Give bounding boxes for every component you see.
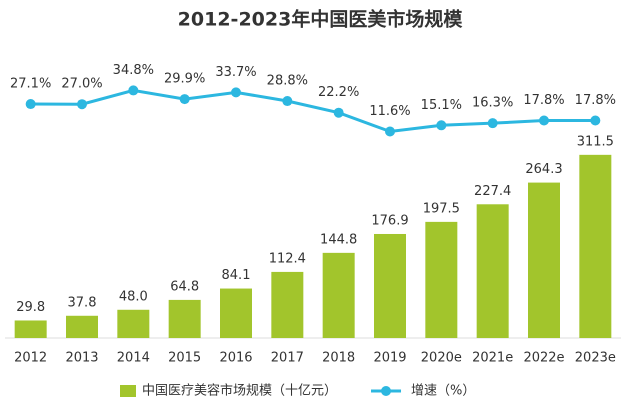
data-label: 15.1% (421, 98, 462, 113)
data-label: 16.3% (472, 96, 513, 111)
data-label: 176.9 (371, 213, 408, 228)
data-label: 34.8% (113, 63, 154, 78)
legend-swatch (120, 385, 136, 397)
data-label: 227.4 (474, 184, 511, 199)
bar (14, 320, 47, 338)
line-point (128, 85, 139, 96)
data-label: 33.7% (215, 65, 256, 80)
data-label: 27.0% (61, 77, 102, 92)
data-label: 22.2% (318, 85, 359, 100)
bar (220, 288, 252, 338)
data-label: 37.8 (68, 295, 97, 310)
bar (476, 204, 509, 338)
x-tick-label: 2022e (523, 351, 564, 366)
bar (425, 221, 458, 338)
x-tick-label: 2020e (421, 351, 462, 366)
data-label: 27.1% (10, 77, 51, 92)
data-label: 11.6% (369, 104, 410, 119)
bar (579, 154, 612, 338)
x-tick-label: 2014 (117, 351, 150, 366)
line-point (231, 87, 241, 98)
data-label: 48.0 (119, 289, 148, 304)
data-label: 144.8 (320, 232, 357, 247)
line-point (487, 118, 498, 129)
data-label: 112.4 (269, 251, 306, 266)
legend-swatch (381, 386, 392, 396)
x-tick-label: 2018 (322, 351, 355, 366)
bar (168, 299, 201, 338)
line-point (333, 107, 344, 118)
bar (322, 252, 355, 338)
x-tick-label: 2019 (373, 351, 406, 366)
legend-label: 增速（%） (411, 384, 475, 399)
data-label: 84.1 (222, 268, 251, 283)
line-point (282, 96, 293, 107)
line-point (590, 115, 601, 126)
line-point (77, 99, 87, 110)
chart-title: 2012-2023年中国医美市场规模 (178, 8, 464, 31)
bar (117, 309, 150, 338)
data-label: 311.5 (577, 134, 614, 149)
data-label: 64.8 (170, 279, 199, 294)
line-point (539, 115, 549, 126)
legend-label: 中国医疗美容市场规模（十亿元） (142, 383, 337, 399)
data-label: 17.8% (575, 93, 616, 108)
data-label: 28.8% (267, 74, 308, 89)
line-point (179, 94, 190, 105)
x-tick-label: 2012 (14, 351, 47, 366)
line-point (25, 99, 36, 110)
line-point (385, 126, 395, 137)
data-label: 264.3 (525, 162, 562, 177)
data-label: 17.8% (523, 93, 564, 108)
x-tick-label: 2017 (271, 351, 304, 366)
data-label: 29.8 (16, 300, 45, 315)
bar (528, 182, 560, 338)
x-tick-label: 2016 (219, 351, 252, 366)
x-tick-label: 2021e (472, 351, 513, 366)
bar (374, 233, 406, 338)
line-point (436, 120, 447, 131)
data-label: 197.5 (423, 201, 460, 216)
x-tick-label: 2013 (65, 351, 98, 366)
bar (66, 315, 98, 338)
x-tick-label: 2015 (168, 351, 201, 366)
data-label: 29.9% (164, 72, 205, 87)
line (30, 88, 596, 134)
bar (271, 271, 304, 338)
x-tick-label: 2023e (575, 351, 616, 366)
